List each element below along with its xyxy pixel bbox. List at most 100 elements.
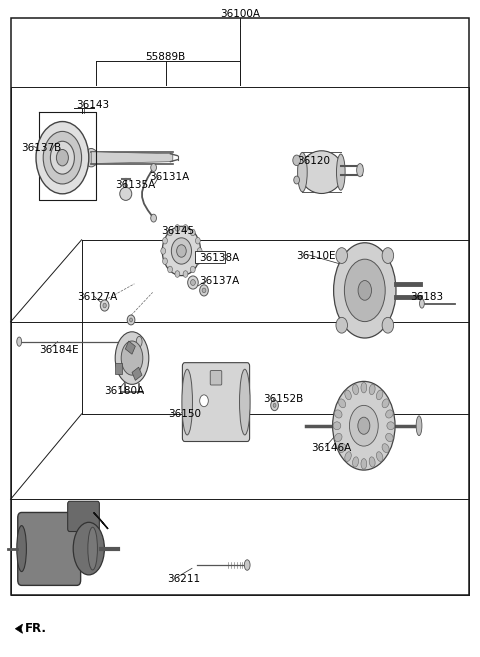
Ellipse shape	[244, 560, 250, 570]
Text: 36150: 36150	[168, 409, 201, 419]
Ellipse shape	[183, 271, 188, 277]
Ellipse shape	[100, 300, 109, 311]
Ellipse shape	[338, 443, 346, 453]
Ellipse shape	[345, 390, 351, 399]
Ellipse shape	[200, 284, 208, 296]
Circle shape	[336, 317, 348, 333]
Circle shape	[382, 248, 394, 263]
Ellipse shape	[385, 410, 393, 418]
Text: 36184E: 36184E	[39, 344, 79, 355]
Ellipse shape	[182, 369, 192, 435]
Ellipse shape	[73, 522, 105, 575]
Text: 36211: 36211	[167, 574, 200, 585]
FancyBboxPatch shape	[18, 512, 81, 585]
Bar	[125, 341, 135, 354]
Ellipse shape	[335, 434, 342, 442]
Ellipse shape	[336, 154, 345, 191]
Ellipse shape	[163, 237, 168, 244]
Ellipse shape	[36, 122, 89, 194]
Ellipse shape	[191, 280, 195, 286]
Ellipse shape	[162, 226, 201, 276]
Bar	[132, 367, 142, 380]
Ellipse shape	[84, 148, 98, 167]
Ellipse shape	[161, 248, 166, 254]
Text: 36143: 36143	[76, 100, 109, 110]
Ellipse shape	[333, 381, 395, 470]
Text: 36183: 36183	[410, 292, 444, 302]
Ellipse shape	[43, 131, 82, 184]
Text: 36100A: 36100A	[220, 9, 260, 20]
FancyBboxPatch shape	[68, 501, 99, 532]
Ellipse shape	[338, 399, 346, 408]
Ellipse shape	[17, 337, 22, 346]
Ellipse shape	[387, 422, 395, 430]
Circle shape	[336, 248, 348, 263]
Bar	[11, 18, 469, 595]
Ellipse shape	[50, 141, 74, 174]
Ellipse shape	[183, 225, 188, 231]
Circle shape	[294, 176, 300, 184]
Ellipse shape	[121, 341, 143, 375]
Circle shape	[151, 214, 156, 222]
Ellipse shape	[345, 259, 385, 321]
Text: 36152B: 36152B	[263, 394, 303, 404]
Circle shape	[382, 317, 394, 333]
Ellipse shape	[358, 417, 370, 434]
Polygon shape	[94, 512, 108, 529]
Ellipse shape	[376, 452, 383, 461]
Text: 36137A: 36137A	[199, 276, 240, 286]
Ellipse shape	[130, 318, 132, 322]
Text: 36145: 36145	[161, 226, 194, 237]
Ellipse shape	[171, 238, 192, 264]
Ellipse shape	[175, 271, 180, 277]
Text: 55889B: 55889B	[145, 52, 186, 62]
Text: 36131A: 36131A	[149, 172, 189, 183]
Ellipse shape	[88, 527, 97, 570]
Ellipse shape	[361, 382, 367, 393]
Ellipse shape	[115, 332, 149, 384]
Ellipse shape	[352, 384, 359, 395]
Ellipse shape	[420, 299, 424, 308]
Ellipse shape	[191, 266, 195, 273]
Ellipse shape	[197, 248, 202, 254]
Ellipse shape	[127, 315, 135, 325]
Ellipse shape	[175, 225, 180, 231]
Ellipse shape	[334, 242, 396, 338]
Ellipse shape	[202, 288, 206, 293]
Ellipse shape	[345, 452, 351, 461]
Ellipse shape	[273, 403, 276, 407]
Bar	[115, 363, 122, 374]
Ellipse shape	[376, 390, 383, 399]
Ellipse shape	[163, 258, 168, 265]
Ellipse shape	[352, 457, 359, 467]
Text: 36110E: 36110E	[297, 251, 336, 261]
Text: 36180A: 36180A	[105, 386, 145, 396]
Ellipse shape	[416, 416, 422, 436]
Ellipse shape	[17, 526, 26, 572]
Ellipse shape	[57, 150, 69, 166]
Ellipse shape	[298, 152, 307, 192]
Ellipse shape	[177, 245, 186, 258]
Ellipse shape	[120, 187, 132, 200]
Text: 36135A: 36135A	[115, 180, 156, 191]
Ellipse shape	[357, 164, 363, 177]
Circle shape	[200, 395, 208, 407]
Ellipse shape	[382, 443, 389, 453]
Ellipse shape	[240, 369, 250, 435]
Ellipse shape	[385, 434, 393, 442]
Text: 36127A: 36127A	[77, 292, 117, 302]
Ellipse shape	[103, 304, 107, 307]
Bar	[195, 251, 225, 263]
Text: 36146A: 36146A	[311, 443, 351, 453]
Ellipse shape	[358, 281, 372, 300]
Polygon shape	[15, 624, 23, 633]
FancyBboxPatch shape	[210, 371, 222, 385]
Ellipse shape	[271, 400, 278, 411]
Text: 36120: 36120	[298, 156, 331, 166]
Ellipse shape	[349, 405, 378, 446]
Ellipse shape	[300, 151, 343, 194]
Ellipse shape	[361, 459, 367, 469]
Text: FR.: FR.	[25, 622, 47, 635]
Circle shape	[151, 164, 156, 171]
Circle shape	[293, 155, 300, 166]
